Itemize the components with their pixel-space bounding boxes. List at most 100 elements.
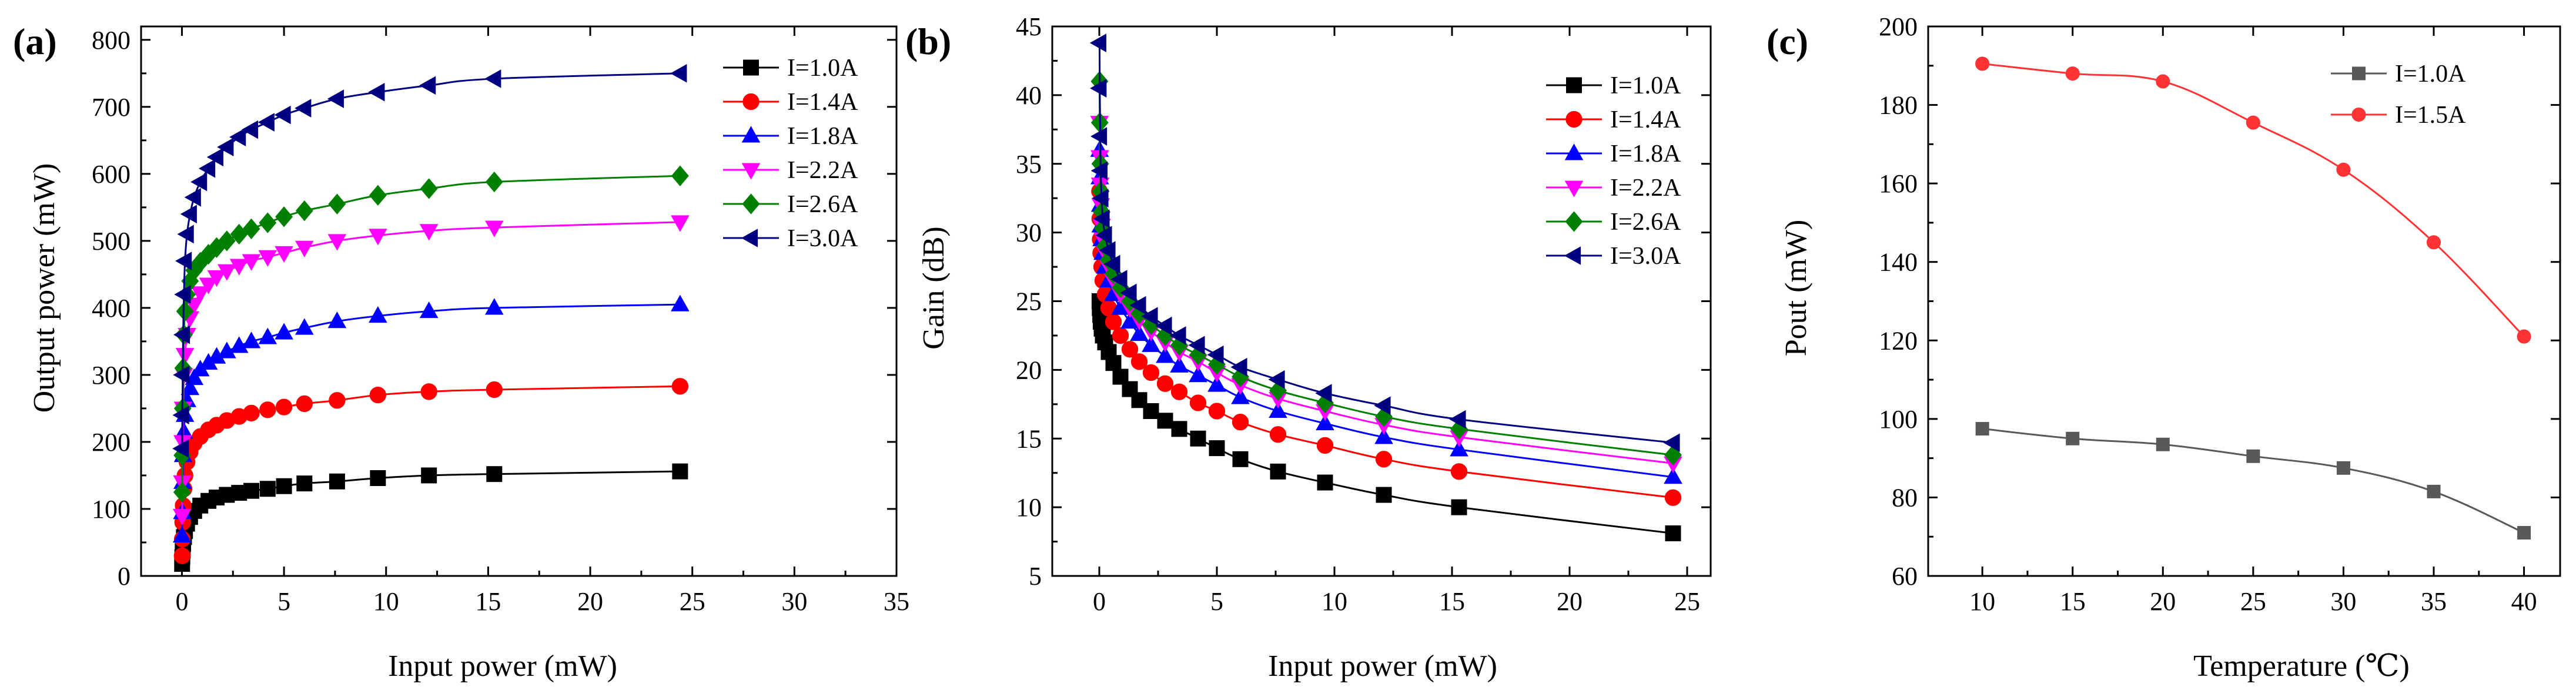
panel-a-legend: I=1.0A I=1.4A I=1.8A I=2.2A I=2.6A I=3.0A	[723, 55, 858, 252]
panel-b-data-point	[1450, 440, 1468, 457]
panel-b-data-point	[1316, 413, 1334, 431]
panel-a-data-point	[229, 128, 246, 146]
panel-b-data-point	[1209, 440, 1225, 457]
panel-c-data-point	[2156, 437, 2170, 451]
panel-c-legend-marker	[2352, 66, 2366, 81]
panel-c-y-tick-label: 120	[1879, 326, 1918, 355]
panel-b-x-tick-label: 20	[1557, 587, 1583, 616]
panel-a-data-point	[175, 348, 195, 365]
panel-a-data-point	[198, 159, 216, 178]
panel-a-legend-label: I=3.0A	[787, 225, 858, 252]
panel-a-data-point	[184, 187, 201, 207]
panel-c-x-tick-label: 25	[2240, 587, 2266, 616]
panel-a-data-point	[242, 254, 261, 271]
panel-b-data-point	[1157, 413, 1173, 429]
panel-a-data-point	[172, 406, 189, 425]
panel-b-data-point	[1170, 356, 1189, 373]
panel-a-data-point	[296, 475, 313, 492]
panel-b-data-point	[1374, 396, 1391, 415]
panel-a-data-point	[242, 331, 261, 348]
panel-label-b: (b)	[905, 21, 951, 62]
panel-a-x-tick-label: 15	[475, 587, 501, 616]
panel-c-legend-marker	[2351, 107, 2366, 122]
panel-a-data-point	[276, 478, 292, 494]
panel-a-data-point	[419, 76, 436, 95]
panel-c-x-tick-label: 40	[2511, 587, 2537, 616]
panel-b-legend: I=1.0A I=1.4A I=1.8A I=2.2A I=2.6A I=3.0A	[1546, 72, 1681, 270]
panel-b-x-tick-label: 5	[1210, 587, 1223, 616]
panel-b-legend-item: I=2.6A	[1546, 209, 1681, 236]
panel-a-data-point	[180, 205, 197, 224]
panel-b-legend-marker	[1566, 77, 1582, 93]
panel-b-data-point	[1317, 474, 1333, 491]
panel-a-legend-item: I=1.4A	[723, 89, 858, 116]
panel-b-legend-label: I=1.8A	[1610, 140, 1681, 167]
panel-b-data-point	[1156, 346, 1175, 363]
panel-a-data-point	[671, 165, 689, 186]
panel-a-data-point	[242, 218, 260, 240]
panel-b-legend-label: I=2.6A	[1610, 209, 1681, 236]
panel-b-data-point	[1207, 345, 1224, 364]
panel-b-data-point	[1105, 355, 1122, 371]
panel-a-data-point	[258, 250, 277, 267]
panel-a-data-point	[370, 470, 386, 487]
panel-c-series-line	[1982, 428, 2525, 534]
panel-b-x-tick-label: 25	[1674, 587, 1700, 616]
panel-b-data-point	[1268, 370, 1285, 389]
panel-a-data-point	[327, 311, 347, 329]
panel-b-series-line	[1098, 43, 1674, 444]
panel-c-x-tick-label: 30	[2330, 587, 2356, 616]
panel-c-data-point	[1975, 422, 1989, 436]
panel-a-data-point	[243, 482, 260, 499]
panel-c-data-point	[2156, 74, 2170, 89]
panel-a-data-point	[229, 336, 249, 353]
panel-b-data-point	[1665, 525, 1681, 542]
panel-a-x-tick-label: 30	[781, 587, 807, 616]
panel-a-data-point	[259, 481, 276, 497]
panel-a-legend-label: I=1.8A	[787, 123, 858, 150]
panel-b-y-tick-label: 25	[1016, 287, 1042, 316]
panel-a-data-point	[671, 294, 690, 311]
panel-c-data-point	[2336, 162, 2351, 177]
panel-b-y-tick-label: 15	[1016, 424, 1042, 453]
panel-b-data-point	[1664, 467, 1682, 484]
panel-a-data-point	[173, 481, 191, 503]
panel-c-y-tick-label: 200	[1879, 12, 1918, 41]
panel-b-data-point	[1171, 421, 1187, 437]
panel-a-data-point	[670, 64, 687, 83]
panel-b-data-point	[1130, 324, 1149, 341]
panel-a-data-point	[177, 224, 194, 244]
panel-a-data-point	[275, 398, 293, 415]
panel-b-data-point	[1270, 463, 1286, 480]
panel-b-legend-item: I=1.4A	[1546, 106, 1681, 133]
panel-a-data-point	[369, 306, 387, 323]
panel-b-legend-item: I=3.0A	[1546, 243, 1681, 270]
panel-b-y-axis-label: Gain (dB)	[917, 226, 951, 349]
panel-a-series	[172, 64, 690, 572]
panel-a-data-point	[275, 206, 293, 227]
panel-c-legend-label: I=1.0A	[2395, 61, 2466, 88]
panel-b-data-point	[1155, 316, 1172, 336]
panel-a-legend-label: I=2.6A	[787, 191, 858, 218]
panel-b-data-point	[1110, 270, 1128, 289]
panel-b-data-point	[1090, 161, 1108, 180]
panel-a-data-point	[243, 404, 260, 422]
panel-b-legend-item: I=2.2A	[1546, 175, 1681, 202]
panel-c-data-point	[1975, 56, 1990, 71]
panel-c-data-point	[2246, 115, 2260, 130]
panel-a-data-point	[172, 439, 189, 458]
panel-c-x-tick-label: 35	[2421, 587, 2447, 616]
panel-c-data-point	[2066, 431, 2080, 445]
panel-a-data-point	[369, 185, 387, 206]
panel-b-series-i-1-0a	[1091, 293, 1681, 542]
panel-a-y-tick-label: 800	[92, 26, 131, 55]
panel-b-y-tick-label: 30	[1016, 219, 1042, 247]
panel-a-data-point	[275, 323, 293, 340]
panel-a-legend-marker	[741, 126, 761, 143]
panel-b-data-point	[1090, 127, 1108, 146]
panel-c-series	[1975, 56, 2531, 540]
panel-a-data-point	[671, 378, 689, 395]
panel-c-legend-item: I=1.5A	[2331, 102, 2466, 129]
panel-a-data-point	[173, 508, 192, 525]
panel-a-legend-marker	[742, 193, 760, 215]
